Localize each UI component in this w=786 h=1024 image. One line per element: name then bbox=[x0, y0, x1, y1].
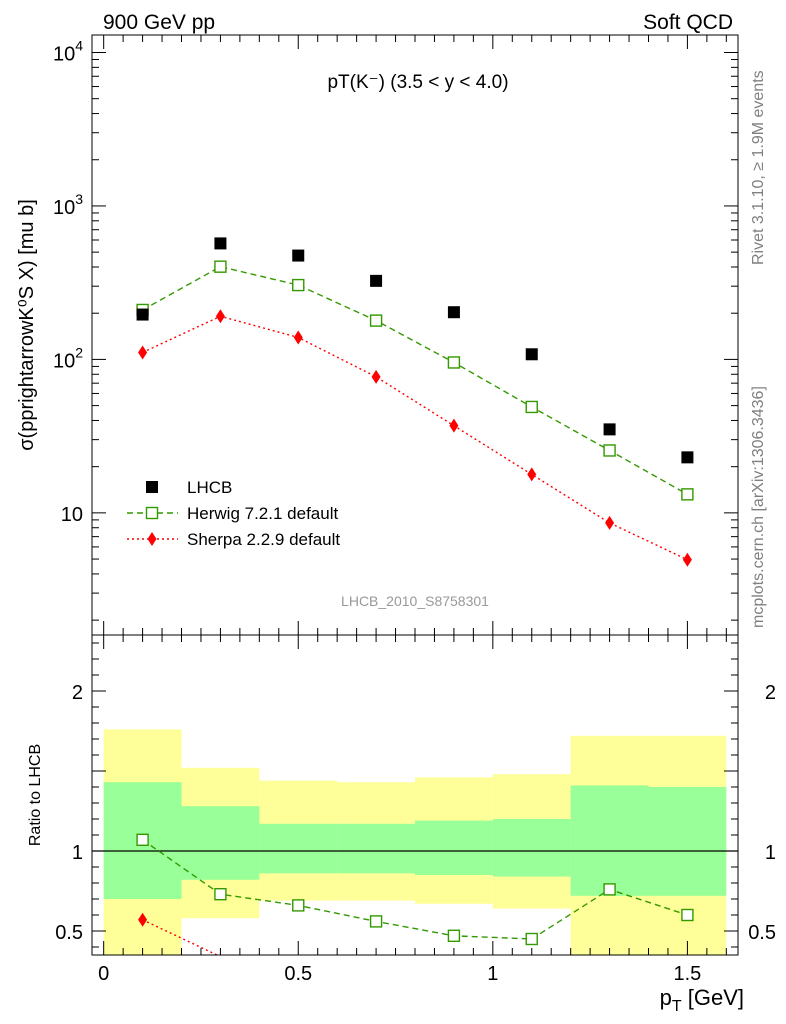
lhcb-point bbox=[525, 348, 538, 361]
mcplots-label: mcplots.cern.ch [arXiv:1306.3436] bbox=[750, 386, 767, 628]
ratio-herwig-point bbox=[136, 833, 149, 846]
legend-herwig-marker bbox=[145, 506, 159, 520]
legend-lhcb-label: LHCB bbox=[187, 478, 232, 497]
herwig-point bbox=[603, 444, 616, 457]
herwig-point bbox=[369, 314, 383, 327]
band-green bbox=[415, 820, 493, 875]
y-tick-label-exponent: 2 bbox=[75, 344, 83, 360]
ratio-y-tick-label-left: 0.5 bbox=[55, 922, 83, 944]
legend-sherpa-label: Sherpa 2.2.9 default bbox=[187, 530, 340, 549]
ratio-panel: 0.5 0.5 1 1 2 2 0 0.5 1 1.5 bbox=[55, 634, 776, 985]
band-green bbox=[648, 787, 727, 896]
legend-herwig-label: Herwig 7.2.1 default bbox=[187, 504, 338, 523]
band-green bbox=[259, 823, 338, 874]
ratio-herwig-line-group bbox=[142, 839, 688, 940]
legend-sherpa-marker bbox=[147, 532, 157, 546]
lhcb-point bbox=[136, 308, 149, 321]
lhcb-point bbox=[292, 249, 305, 262]
x-axis-label: pT [GeV] bbox=[660, 985, 744, 1015]
band-green bbox=[337, 823, 415, 874]
ratio-frame bbox=[91, 634, 739, 956]
header-left: 900 GeV pp bbox=[103, 11, 215, 34]
ratio-herwig-point bbox=[525, 932, 538, 946]
sherpa-point bbox=[138, 345, 148, 360]
y-tick-label-base: 10 bbox=[53, 350, 75, 372]
watermark: LHCB_2010_S8758301 bbox=[341, 593, 489, 609]
ratio-sherpa-point bbox=[138, 912, 148, 927]
rivet-label: Rivet 3.1.10, ≥ 1.9M events bbox=[750, 70, 767, 265]
y-tick-label-base: 10 bbox=[53, 197, 75, 219]
ratio-y-tick-label-right: 1 bbox=[765, 842, 776, 864]
ratio-herwig-point bbox=[603, 883, 616, 896]
legend: LHCB Herwig 7.2.1 default Sherpa 2.2.9 def… bbox=[127, 478, 340, 549]
sherpa-point bbox=[293, 330, 303, 345]
band-green bbox=[492, 819, 571, 877]
sherpa-point bbox=[449, 418, 459, 433]
sherpa-point bbox=[682, 552, 692, 567]
lhcb-point bbox=[447, 306, 460, 319]
ratio-y-tick-label-left: 2 bbox=[72, 682, 83, 704]
y-tick-label: 102 bbox=[53, 344, 83, 372]
x-tick-label: 1 bbox=[487, 963, 498, 985]
ratio-herwig-point bbox=[369, 915, 383, 928]
herwig-line-group bbox=[142, 265, 688, 495]
y-tick-label-exponent: 3 bbox=[75, 191, 83, 207]
ratio-herwig-point bbox=[447, 929, 461, 942]
lhcb-point bbox=[603, 423, 616, 436]
sherpa-point bbox=[215, 309, 225, 324]
ratio-herwig-point bbox=[214, 888, 227, 901]
herwig-point bbox=[447, 356, 461, 369]
x-tick-label: 0.5 bbox=[284, 963, 312, 985]
lhcb-point bbox=[370, 274, 383, 287]
herwig-point bbox=[681, 488, 694, 501]
ratio-y-tick-label-left: 1 bbox=[72, 842, 83, 864]
ratio-y-tick-label-right: 0.5 bbox=[748, 922, 776, 944]
sherpa-point bbox=[605, 515, 615, 530]
ratio-herwig-line bbox=[142, 839, 688, 940]
legend-lhcb-marker bbox=[146, 481, 158, 493]
band-green bbox=[181, 806, 260, 880]
y-tick-label: 103 bbox=[53, 191, 83, 219]
ratio-y-tick-label-right: 2 bbox=[765, 682, 776, 704]
x-axis-label-sub: T bbox=[672, 998, 682, 1015]
x-axis-label-main: p bbox=[660, 985, 672, 1010]
sherpa-point bbox=[527, 467, 537, 482]
header-right: Soft QCD bbox=[643, 11, 733, 34]
band-green bbox=[570, 785, 649, 896]
y-tick-label-base: 10 bbox=[53, 43, 75, 65]
main-ylabel: σ(pprightarrowK⁰S X) [mu b] bbox=[16, 199, 38, 451]
herwig-point bbox=[525, 400, 538, 414]
ratio-herwig-point bbox=[292, 899, 305, 912]
sherpa-point bbox=[371, 369, 381, 384]
x-tick-label: 1.5 bbox=[674, 963, 702, 985]
y-tick-label: 10 bbox=[61, 504, 83, 526]
lhcb-point bbox=[681, 451, 694, 464]
x-axis-label-unit: [GeV] bbox=[682, 985, 744, 1010]
lhcb-point bbox=[214, 237, 227, 250]
herwig-line bbox=[142, 265, 688, 495]
ratio-ylabel: Ratio to LHCB bbox=[27, 744, 44, 846]
ratio-herwig-point bbox=[681, 908, 694, 922]
y-tick-label-exponent: 4 bbox=[75, 37, 83, 53]
main-title: pT(K⁻) (3.5 < y < 4.0) bbox=[327, 72, 508, 93]
x-tick-label: 0 bbox=[98, 963, 109, 985]
herwig-point bbox=[214, 260, 227, 273]
y-tick-label: 104 bbox=[53, 37, 83, 65]
herwig-point bbox=[292, 278, 305, 292]
